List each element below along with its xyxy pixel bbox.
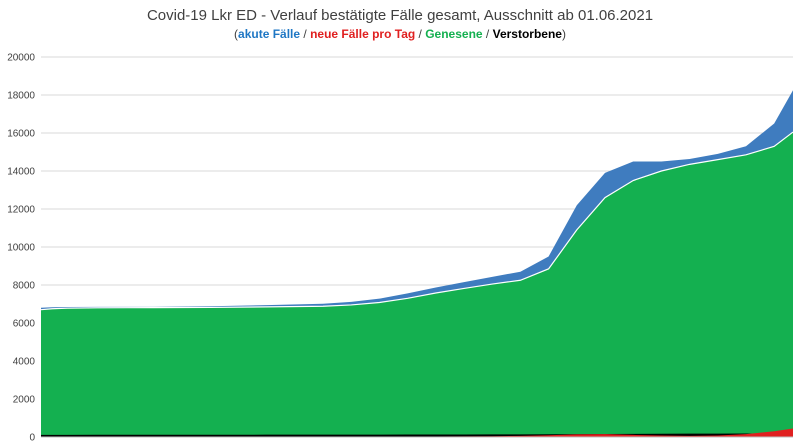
y-tick-label: 20000 [7, 53, 35, 64]
y-tick-label: 14000 [7, 167, 35, 178]
y-tick-label: 18000 [7, 91, 35, 102]
y-tick-label: 2000 [13, 395, 36, 406]
legend-label: Genesene [425, 27, 483, 41]
series-area-genesene [41, 132, 793, 438]
chart-title: Covid-19 Lkr ED - Verlauf bestätigte Fäl… [146, 7, 654, 24]
subtitle-separator: / [300, 27, 311, 41]
y-tick-label: 8000 [13, 281, 36, 292]
y-tick-label: 6000 [13, 319, 36, 330]
legend-label: akute Fälle [238, 27, 301, 41]
subtitle-paren: ( [234, 27, 239, 41]
subtitle-paren: ) [561, 27, 566, 41]
y-tick-label: 0 [29, 433, 35, 444]
chart-subtitle: (akute Fälle / neue Fälle pro Tag / Gene… [0, 27, 800, 41]
genesene-top-line [40, 131, 794, 311]
legend-label: neue Fälle pro Tag [310, 27, 416, 41]
series-area-neue-faelle [41, 428, 793, 437]
y-tick-label: 12000 [7, 205, 35, 216]
y-tick-label: 4000 [13, 357, 36, 368]
legend-label: Verstorbene [492, 27, 562, 41]
subtitle-separator: / [415, 27, 426, 41]
y-tick-label: 10000 [7, 243, 35, 254]
y-tick-label: 16000 [7, 129, 35, 140]
subtitle-separator: / [482, 27, 493, 41]
